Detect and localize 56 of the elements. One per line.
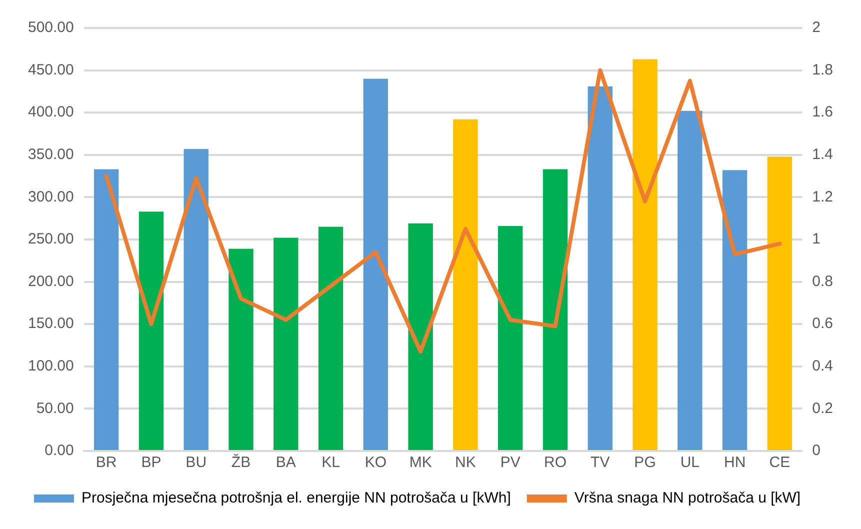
- bar: [138, 212, 164, 450]
- bar: [632, 59, 658, 450]
- x-tick-label: ŽB: [231, 453, 251, 472]
- y2-tick-label: 1.4: [812, 146, 834, 164]
- y2-tick-label: 0: [812, 442, 820, 460]
- y2-tick-label: 1.6: [812, 104, 834, 121]
- bar: [94, 169, 119, 450]
- y2-tick-label: 0.2: [812, 400, 834, 417]
- x-tick-label: RO: [544, 454, 566, 472]
- bar: [453, 119, 478, 450]
- x-tick-label: PV: [500, 454, 520, 472]
- x-tick-label: KL: [322, 454, 340, 472]
- x-tick-label: MK: [409, 454, 432, 472]
- x-tick-label: BR: [96, 454, 117, 472]
- y-tick-label: 150.00: [28, 315, 74, 332]
- x-tick-label: UL: [680, 454, 700, 472]
- bar: [363, 78, 388, 450]
- bar: [498, 226, 523, 450]
- bar: [722, 170, 748, 450]
- y2-tick-label: 0.6: [812, 315, 834, 332]
- bar: [184, 148, 208, 450]
- x-tick-label: BP: [141, 454, 162, 472]
- y2-tick-label: 0.4: [812, 358, 834, 375]
- x-tick-label: HN: [724, 454, 746, 472]
- x-tick-label: NK: [455, 454, 476, 472]
- x-tick-label: BA: [276, 454, 296, 472]
- bar: [408, 223, 433, 450]
- bar: [228, 248, 254, 450]
- legend-label: Prosječna mjesečna potrošnja el. energije NN potrošača u [kWh]: [82, 490, 511, 507]
- y-tick-label: 100.00: [28, 358, 74, 375]
- bar: [542, 169, 568, 450]
- bar: [588, 86, 612, 450]
- y-tick-label: 400.00: [28, 104, 74, 121]
- y-tick-label: 450.00: [28, 61, 74, 78]
- x-tick-label: PG: [634, 454, 656, 472]
- y-tick-label: 350.00: [28, 146, 74, 164]
- x-tick-label: TV: [590, 454, 610, 472]
- y-tick-label: 0.00: [44, 442, 74, 460]
- y2-tick-label: 1.8: [812, 61, 834, 78]
- y2-tick-label: 2: [812, 19, 820, 36]
- y-tick-label: 250.00: [28, 230, 74, 248]
- y-tick-label: 50.00: [36, 400, 74, 417]
- y2-tick-label: 1.2: [812, 188, 834, 206]
- bar: [274, 238, 298, 450]
- y-tick-label: 200.00: [28, 272, 74, 290]
- x-tick-label: KO: [364, 454, 387, 472]
- bar: [678, 110, 702, 450]
- bar: [318, 226, 344, 450]
- y-tick-label: 500.00: [28, 19, 74, 36]
- y-tick-label: 300.00: [28, 188, 74, 206]
- legend-label: Vršna snaga NN potrošača u [kW]: [574, 490, 801, 507]
- x-tick-label: BU: [186, 454, 207, 472]
- bar: [767, 156, 792, 450]
- y2-tick-label: 0.8: [812, 272, 834, 290]
- x-tick-label: CE: [769, 454, 790, 472]
- y2-tick-label: 1: [812, 230, 820, 248]
